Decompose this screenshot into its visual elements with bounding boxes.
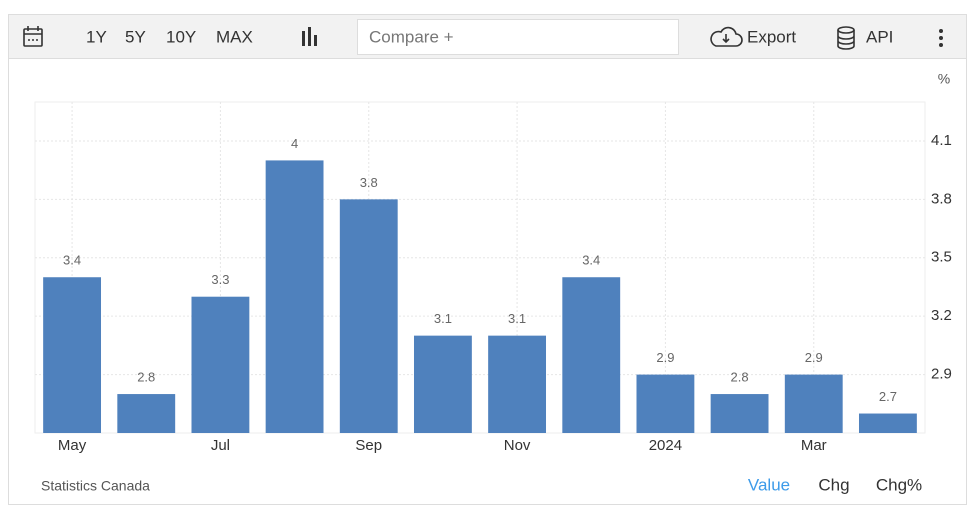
bar [562, 277, 621, 433]
export-button[interactable]: Export [747, 27, 796, 46]
bar [710, 394, 769, 433]
x-tick-label: Sep [355, 437, 382, 454]
value-label: 2.9 [656, 350, 674, 365]
value-label: 2.8 [137, 369, 155, 384]
unit-label: % [938, 71, 950, 87]
bar [784, 374, 843, 433]
y-tick-label: 3.2 [931, 307, 952, 324]
value-label: 3.4 [582, 253, 600, 268]
bar [265, 160, 324, 434]
range-button[interactable]: 1Y [86, 27, 107, 46]
bar [488, 335, 547, 433]
range-button[interactable]: MAX [216, 27, 253, 46]
value-label: 3.4 [63, 253, 81, 268]
plot-area [34, 101, 926, 434]
y-tick-label: 2.9 [931, 366, 952, 383]
value-label: 3.8 [360, 175, 378, 190]
x-tick-label: 2024 [649, 437, 682, 454]
menu-icon[interactable] [939, 29, 943, 47]
value-label: 2.9 [805, 350, 823, 365]
y-tick-label: 3.8 [931, 190, 952, 207]
bar [858, 413, 917, 433]
range-button[interactable]: 10Y [166, 27, 196, 46]
tab[interactable]: Value [748, 475, 790, 494]
export-icon[interactable] [710, 26, 743, 47]
api-icon[interactable] [837, 26, 855, 50]
bar [636, 374, 695, 433]
x-tick-label: May [58, 437, 87, 454]
compare-placeholder: Compare + [369, 27, 454, 46]
tab[interactable]: Chg [818, 475, 849, 494]
y-tick-label: 4.1 [931, 132, 952, 149]
x-tick-label: Mar [801, 437, 827, 454]
source: Statistics Canada [41, 478, 150, 494]
bar [43, 277, 102, 433]
calendar-icon[interactable] [23, 26, 43, 47]
y-tick-label: 3.5 [931, 249, 952, 266]
value-label: 3.1 [434, 311, 452, 326]
range-button[interactable]: 5Y [125, 27, 146, 46]
value-label: 3.3 [211, 272, 229, 287]
bar [339, 199, 398, 433]
x-tick-label: Jul [211, 437, 230, 454]
bar [191, 296, 250, 433]
bar [413, 335, 472, 433]
value-label: 4 [291, 136, 298, 151]
bar [117, 394, 176, 433]
api-button[interactable]: API [866, 27, 893, 46]
value-label: 2.7 [879, 389, 897, 404]
tab[interactable]: Chg% [876, 475, 922, 494]
value-label: 3.1 [508, 311, 526, 326]
compare-input[interactable] [357, 19, 679, 55]
chart-type-icon[interactable] [302, 27, 317, 46]
value-label: 2.8 [731, 369, 749, 384]
x-tick-label: Nov [504, 437, 531, 454]
